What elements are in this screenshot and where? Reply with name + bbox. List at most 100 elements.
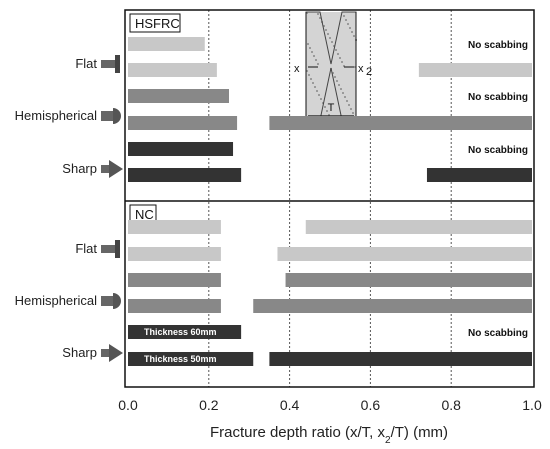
specimen-texture — [320, 98, 322, 100]
specimen-texture — [306, 12, 308, 14]
no-scabbing-note: No scabbing — [468, 92, 528, 103]
projectile-sharp-nose — [109, 160, 123, 178]
specimen-texture — [318, 94, 320, 96]
specimen-inset: x x 2T — [294, 11, 372, 121]
specimen-texture — [352, 112, 354, 114]
flat-projectile-icon — [101, 240, 120, 258]
specimen-texture — [317, 13, 319, 15]
specimen-texture — [319, 17, 321, 19]
specimen-texture — [349, 27, 351, 29]
hemispherical-projectile-icon — [101, 108, 121, 124]
specimen-texture — [353, 35, 355, 37]
specimen-texture — [317, 63, 319, 65]
specimen-texture — [354, 66, 356, 68]
category-label: Hemispherical — [15, 293, 97, 308]
panel-label: HSFRC — [135, 16, 180, 31]
bar-x2-ratio — [426, 168, 532, 182]
specimen-texture — [347, 23, 349, 25]
specimen-texture — [327, 33, 329, 35]
specimen-texture — [339, 57, 341, 59]
bar-x2-ratio — [305, 220, 532, 234]
specimen-texture — [346, 100, 348, 102]
specimen-texture — [325, 29, 327, 31]
specimen-texture — [337, 53, 339, 55]
specimen-texture — [350, 108, 352, 110]
plot-frame — [124, 9, 535, 388]
projectile-body — [101, 165, 109, 173]
specimen-texture — [315, 59, 317, 61]
no-scabbing-note: No scabbing — [468, 328, 528, 339]
specimen-texture — [335, 49, 337, 51]
specimen-texture — [328, 114, 330, 116]
specimen-texture — [311, 51, 313, 53]
projectile-body — [101, 111, 113, 121]
bar-x-ratio — [128, 89, 229, 103]
x-tick-label: 0.0 — [118, 397, 138, 413]
bar-x-ratio — [128, 247, 221, 261]
specimen-texture — [324, 106, 326, 108]
specimen-texture — [340, 88, 342, 90]
panel-label-box: NC — [129, 204, 157, 224]
x-tick-label: 0.6 — [361, 397, 381, 413]
category-label: Sharp — [62, 345, 97, 360]
specimen-texture — [310, 78, 312, 80]
specimen-texture — [312, 82, 314, 84]
specimen-texture — [322, 102, 324, 104]
projectile-dome-nose — [113, 293, 121, 309]
no-scabbing-note: No scabbing — [468, 40, 528, 51]
specimen-texture — [351, 31, 353, 33]
x-axis-title: Fracture depth ratio (x/T, x2/T) (mm) — [210, 424, 448, 446]
sharp-projectile-icon — [101, 160, 123, 178]
inset-x-label: x — [294, 63, 300, 75]
projectile-body — [101, 296, 113, 306]
hemispherical-projectile-icon — [101, 293, 121, 309]
specimen-texture — [338, 84, 340, 86]
x-tick-label: 0.2 — [199, 397, 219, 413]
flat-projectile-icon — [101, 55, 120, 73]
bar-x2-ratio — [418, 63, 532, 77]
projectile-body — [101, 60, 115, 68]
panel-label-frame — [129, 13, 181, 33]
bar-x-ratio — [128, 325, 242, 339]
specimen-texture — [333, 45, 335, 47]
category-label: Hemispherical — [15, 108, 97, 123]
bar-x2-ratio — [269, 352, 532, 366]
specimen-texture — [314, 86, 316, 88]
specimen-texture — [307, 43, 309, 45]
inset-x2-label: x — [358, 63, 364, 75]
bar-x2-ratio — [253, 299, 533, 313]
inset-t-label: T — [328, 102, 335, 114]
bar-x-ratio — [128, 37, 205, 51]
bar-x-ratio — [128, 168, 242, 182]
x-axis-title-subscript: 2 — [385, 435, 391, 446]
x-tick-label: 0.8 — [441, 397, 461, 413]
specimen-texture — [342, 92, 344, 94]
projectile-sharp-nose — [109, 344, 123, 362]
bar-x2-ratio — [277, 247, 532, 261]
specimen-texture — [331, 41, 333, 43]
bar-x-ratio — [128, 299, 221, 313]
specimen-texture — [345, 19, 347, 21]
inset-x2-subscript: 2 — [366, 66, 372, 78]
specimen-texture — [313, 55, 315, 57]
category-label: Flat — [75, 241, 97, 256]
bar-x-ratio — [128, 273, 221, 287]
specimen-texture — [332, 72, 334, 74]
specimen-texture — [343, 15, 345, 17]
specimen-texture — [334, 76, 336, 78]
specimen-texture — [326, 110, 328, 112]
bar-x-ratio — [128, 116, 238, 130]
specimen-texture — [336, 80, 338, 82]
bar-thickness-label: Thickness 50mm — [144, 354, 217, 364]
panel-label-box: HSFRC — [129, 13, 181, 33]
specimen-texture — [329, 37, 331, 39]
specimen-texture — [308, 74, 310, 76]
specimen-texture — [341, 61, 343, 63]
x-tick-label: 0.4 — [280, 397, 300, 413]
no-scabbing-note: No scabbing — [468, 145, 528, 156]
bar-x-ratio — [128, 63, 217, 77]
projectile-flat-nose — [115, 240, 120, 258]
specimen-texture — [323, 25, 325, 27]
specimen-texture — [306, 70, 308, 72]
